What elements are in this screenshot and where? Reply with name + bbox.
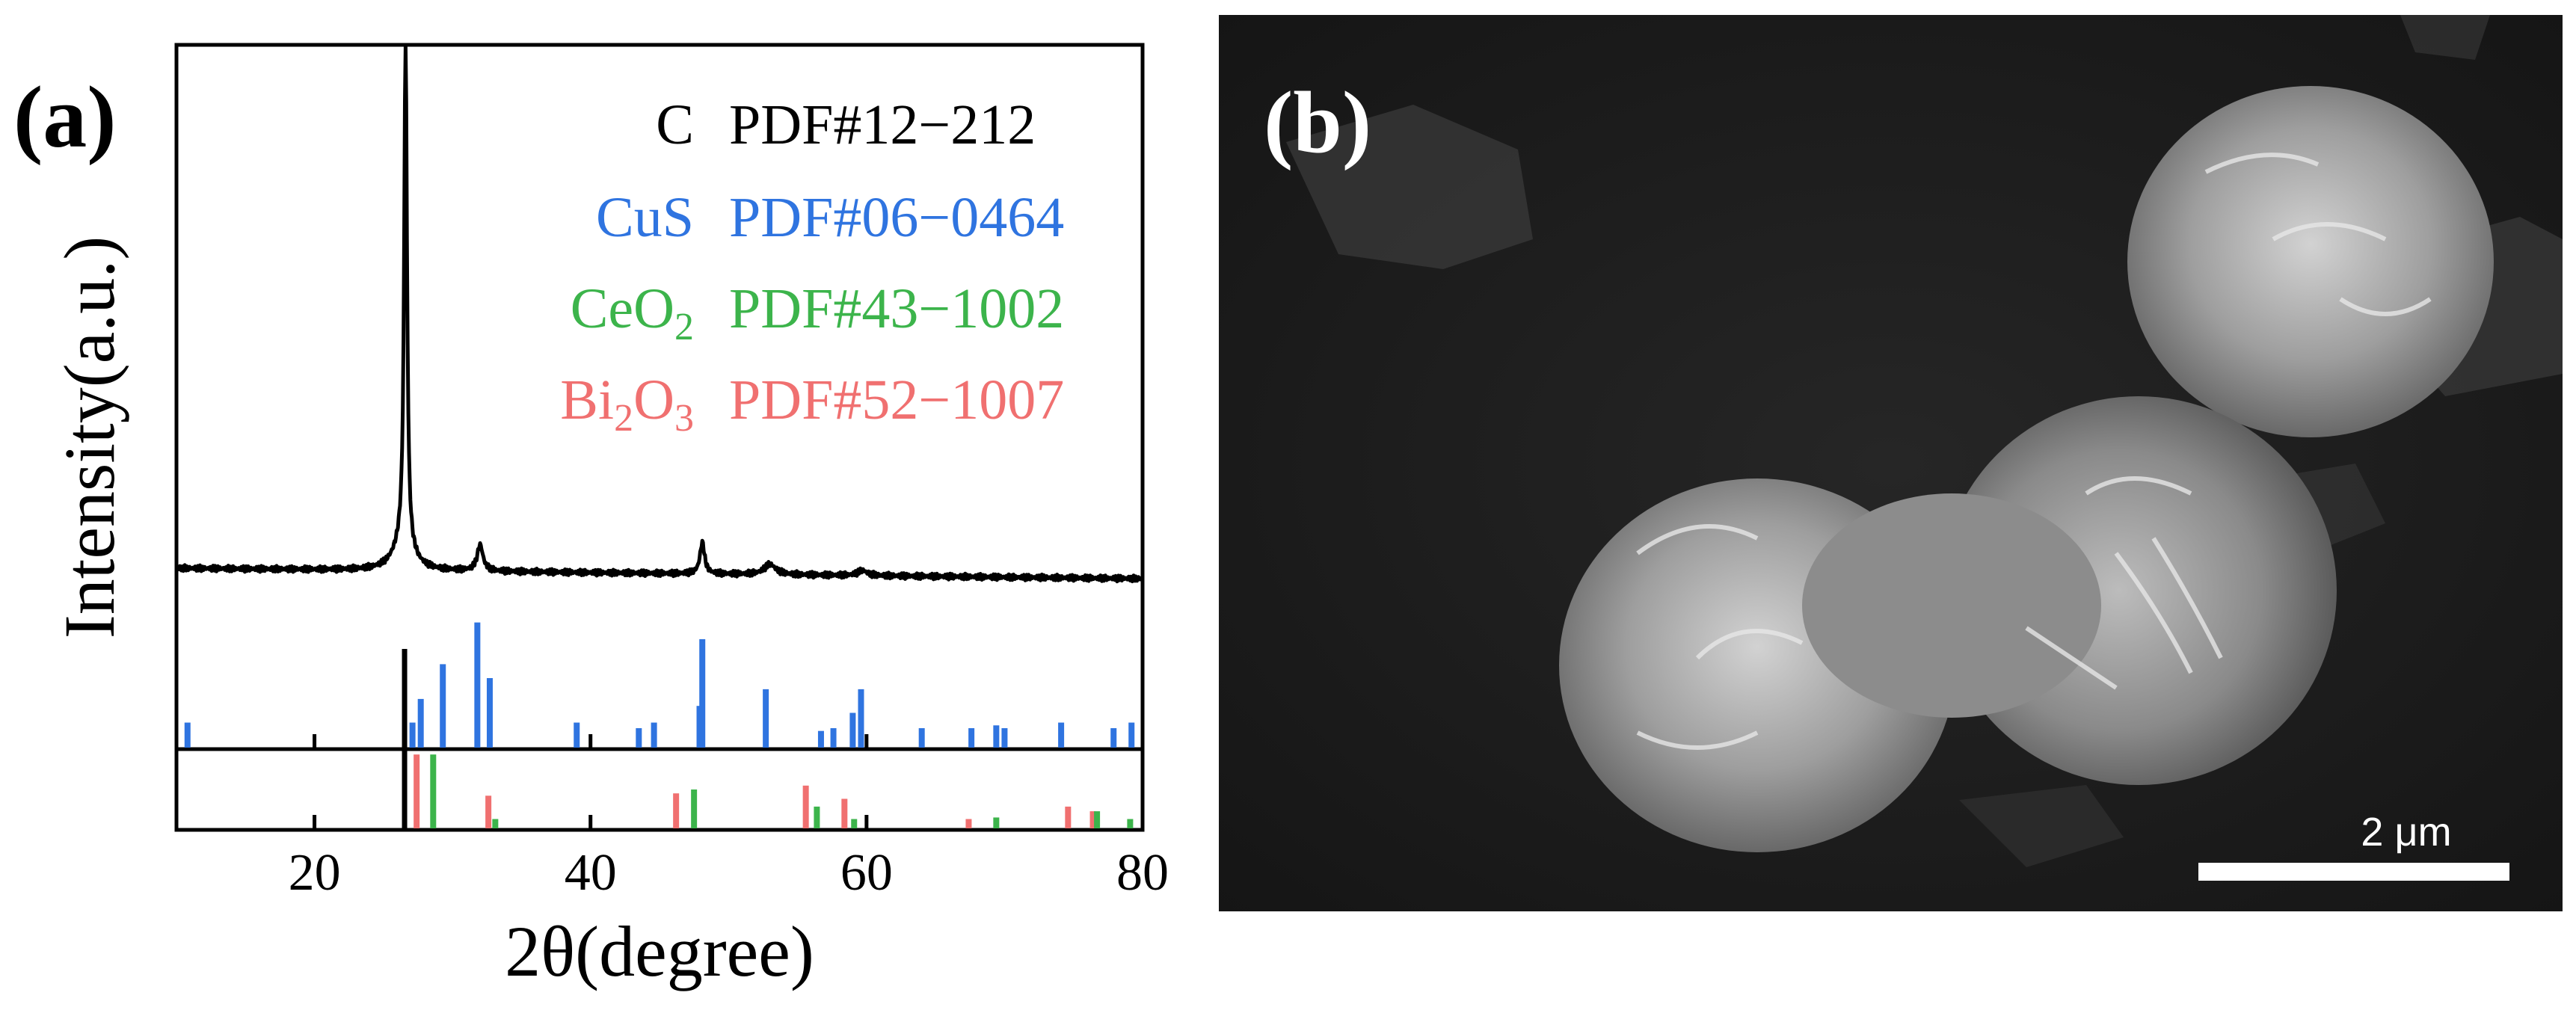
legend-name-c: C [656, 93, 694, 156]
ref-bar-ceo2 [691, 789, 698, 828]
legend-name-ceo2: CeO2 [571, 277, 694, 348]
x-axis-label: 2θ(degree) [505, 911, 814, 991]
legend-bi2o3-sub2: 3 [674, 397, 694, 440]
ref-bar-cus [1058, 722, 1065, 748]
x-tick-label: 40 [565, 844, 617, 902]
legend-pdf-ceo2: PDF#43−1002 [729, 277, 1064, 340]
ref-bar-bi2o3 [1089, 811, 1096, 828]
ref-bar-bi2o3 [485, 795, 492, 828]
ref-bar-cus [968, 727, 975, 748]
panel-a-label: (a) [13, 68, 117, 166]
ref-bar-bi2o3 [841, 798, 848, 828]
ref-bar-ceo2 [1094, 811, 1101, 828]
ref-bar-c [402, 649, 408, 828]
x-tick-label: 80 [1116, 844, 1169, 902]
ref-bar-ceo2 [814, 806, 820, 828]
sem-flake [1959, 785, 2124, 867]
ref-bar-cus [1001, 727, 1008, 748]
xrd-pattern-line [175, 44, 1145, 584]
y-axis-label: Intensity(a.u.) [49, 236, 129, 639]
plot-frame [174, 43, 1145, 832]
panel-b-label: (b) [1264, 73, 1372, 171]
ref-bar-bi2o3 [673, 793, 680, 828]
ref-bar-bi2o3 [414, 754, 420, 828]
ref-bar-cus [699, 638, 706, 748]
x-tick-label: 60 [840, 844, 893, 902]
ref-bar-cus [409, 722, 416, 748]
sem-micrograph [1219, 15, 2563, 911]
ref-bar-cus [651, 722, 657, 748]
sem-image-panel: (b) 2 μm [1219, 15, 2563, 911]
legend-bi2o3-base: Bi [560, 369, 614, 431]
ref-bar-ceo2 [851, 819, 858, 828]
legend-ceo2-sub: 2 [674, 306, 694, 348]
legend-pdf-bi2o3: PDF#52−1007 [729, 369, 1064, 431]
ref-bar-cus [817, 730, 824, 748]
legend-ceo2-base: CeO [571, 277, 674, 340]
ref-bar-cus [830, 727, 837, 748]
legend-name-bi2o3: Bi2O3 [560, 369, 694, 440]
ref-bar-cus [636, 727, 642, 748]
ref-bar-cus [849, 712, 856, 748]
x-tick-label: 20 [289, 844, 341, 902]
sem-particle-bridge [1802, 493, 2101, 718]
scale-bar-label: 2 μm [2361, 810, 2452, 855]
sem-flake [1286, 105, 1533, 269]
sem-flake [2400, 15, 2490, 60]
ref-bar-cus [474, 622, 481, 748]
ref-bar-cus [574, 722, 580, 748]
xrd-chart: 20 40 60 80 Intensity(a.u.) 2θ(degree) C PD… [49, 43, 1169, 991]
reference-bars [184, 622, 1135, 828]
ref-bar-cus [993, 725, 1000, 748]
sem-particle-top [2127, 86, 2494, 437]
ref-bar-cus [417, 698, 424, 748]
legend: C PDF#12−212 CuS PDF#06−0464 CeO2 PDF#43… [560, 93, 1064, 440]
ref-bar-cus [1110, 727, 1117, 748]
ref-bar-cus [918, 727, 925, 748]
ref-bar-bi2o3 [802, 785, 809, 828]
ref-bar-ceo2 [993, 817, 1000, 828]
ref-bar-bi2o3 [1065, 806, 1072, 828]
sem-petals [1636, 153, 2432, 750]
legend-pdf-cus: PDF#06−0464 [729, 186, 1064, 249]
ref-bar-ceo2 [492, 819, 499, 828]
scale-bar [2198, 863, 2509, 881]
ref-bar-cus [763, 689, 769, 748]
ref-bar-ceo2 [430, 754, 437, 828]
legend-bi2o3-base2: O [633, 369, 674, 431]
ref-bar-cus [486, 678, 493, 748]
legend-bi2o3-sub1: 2 [614, 397, 633, 440]
ref-bar-cus [858, 689, 864, 748]
x-ticks: 20 40 60 80 [289, 734, 1169, 902]
ref-bar-cus [440, 664, 446, 748]
ref-bar-ceo2 [1127, 819, 1134, 828]
ref-bar-cus [184, 722, 191, 748]
ref-bar-bi2o3 [965, 819, 972, 828]
ref-bar-cus [1128, 722, 1135, 748]
legend-pdf-c: PDF#12−212 [729, 93, 1036, 156]
legend-name-cus: CuS [596, 186, 694, 249]
